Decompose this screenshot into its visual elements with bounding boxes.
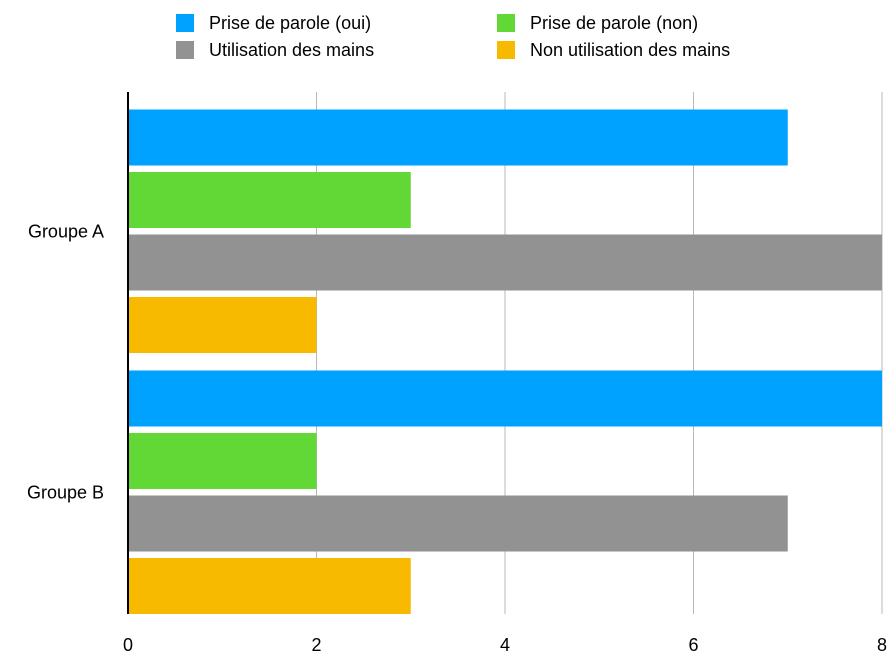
bar xyxy=(128,558,411,614)
bar xyxy=(128,234,882,291)
x-tick-label: 0 xyxy=(123,635,133,655)
x-tick-label: 4 xyxy=(500,635,510,655)
legend-swatch xyxy=(176,41,194,59)
bar xyxy=(128,297,317,353)
category-label: Groupe A xyxy=(28,221,104,241)
legend-label: Prise de parole (oui) xyxy=(209,13,371,33)
legend-label: Non utilisation des mains xyxy=(530,40,730,60)
legend-swatch xyxy=(176,14,194,32)
x-tick-label: 8 xyxy=(877,635,887,655)
axes: 0 2 4 6 8 Groupe A Groupe B xyxy=(27,92,887,655)
legend-label: Utilisation des mains xyxy=(209,40,374,60)
bar xyxy=(128,370,882,427)
x-tick-label: 6 xyxy=(688,635,698,655)
legend-swatch xyxy=(497,14,515,32)
x-tick-label: 2 xyxy=(311,635,321,655)
bar xyxy=(128,172,411,228)
legend-label: Prise de parole (non) xyxy=(530,13,698,33)
bars xyxy=(128,109,882,614)
legend-swatch xyxy=(497,41,515,59)
bar xyxy=(128,109,788,166)
legend: Prise de parole (oui) Prise de parole (no… xyxy=(176,13,730,60)
category-label: Groupe B xyxy=(27,482,104,502)
bar xyxy=(128,495,788,552)
bar xyxy=(128,433,317,489)
